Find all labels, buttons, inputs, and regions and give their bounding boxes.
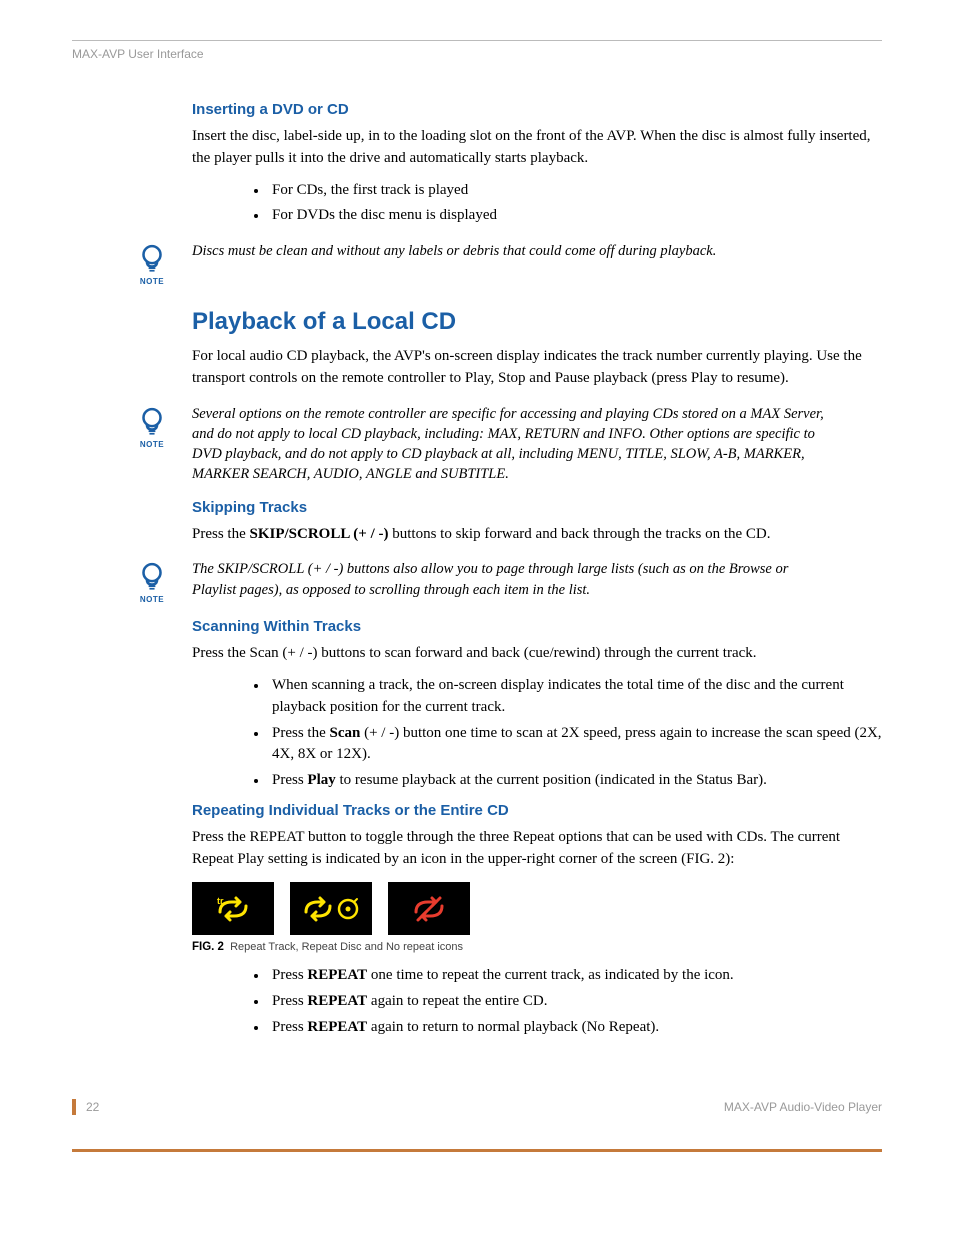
text-run: to resume playback at the current positi… [336, 772, 767, 788]
fig-text: Repeat Track, Repeat Disc and No repeat … [230, 941, 463, 953]
note-icon-wrap: NOTE [72, 559, 192, 604]
svg-text:tr: tr [217, 896, 224, 906]
top-rule [72, 40, 882, 41]
paragraph: Press the SKIP/SCROLL (+ / -) buttons to… [192, 524, 882, 546]
bullet-list: Press REPEAT one time to repeat the curr… [268, 965, 882, 1038]
heading-playback: Playback of a Local CD [192, 308, 882, 336]
footer-doc-title: MAX-AVP Audio-Video Player [724, 1100, 882, 1114]
heading-skipping: Skipping Tracks [192, 499, 882, 516]
text-run: Press the [272, 725, 330, 741]
note-text: Discs must be clean and without any labe… [192, 241, 882, 261]
list-item: Press REPEAT again to repeat the entire … [268, 991, 882, 1013]
list-item: Press Play to resume playback at the cur… [268, 770, 882, 792]
bold-run: REPEAT [307, 1019, 367, 1035]
bullet-list: When scanning a track, the on-screen dis… [268, 675, 882, 792]
no-repeat-icon [388, 882, 470, 935]
note-icon-wrap: NOTE [72, 241, 192, 286]
text-run: Press the [192, 526, 250, 542]
list-item: When scanning a track, the on-screen dis… [268, 675, 882, 719]
bold-run: REPEAT [307, 967, 367, 983]
section-scanning: Scanning Within Tracks Press the Scan (+… [192, 618, 882, 1038]
lightbulb-icon [135, 559, 169, 593]
heading-inserting: Inserting a DVD or CD [192, 101, 882, 118]
note-label: NOTE [140, 595, 164, 604]
note-block: NOTE The SKIP/SCROLL (+ / -) buttons als… [72, 559, 882, 604]
document-page: MAX-AVP User Interface Inserting a DVD o… [0, 0, 954, 1145]
bold-run: REPEAT [307, 993, 367, 1009]
section-playback: Playback of a Local CD For local audio C… [192, 308, 882, 390]
list-item: Press REPEAT again to return to normal p… [268, 1017, 882, 1039]
list-item: For DVDs the disc menu is displayed [268, 205, 882, 227]
note-block: NOTE Several options on the remote contr… [72, 404, 882, 485]
note-label: NOTE [140, 440, 164, 449]
section-skipping: Skipping Tracks Press the SKIP/SCROLL (+… [192, 499, 882, 546]
text-run: Press [272, 993, 307, 1009]
paragraph: Press the Scan (+ / -) buttons to scan f… [192, 643, 882, 665]
note-icon-wrap: NOTE [72, 404, 192, 449]
text-run: one time to repeat the current track, as… [367, 967, 734, 983]
repeat-disc-icon [290, 882, 372, 935]
text-run: buttons to skip forward and back through… [388, 526, 770, 542]
text-run: Press [272, 967, 307, 983]
repeat-track-icon: tr [192, 882, 274, 935]
figure-caption: FIG. 2 Repeat Track, Repeat Disc and No … [192, 941, 882, 953]
heading-repeating: Repeating Individual Tracks or the Entir… [192, 802, 882, 819]
paragraph: Insert the disc, label-side up, in to th… [192, 126, 882, 170]
bullet-list: For CDs, the first track is played For D… [268, 180, 882, 228]
paragraph: For local audio CD playback, the AVP's o… [192, 346, 882, 390]
bold-run: Play [307, 772, 335, 788]
list-item: For CDs, the first track is played [268, 180, 882, 202]
text-run: Press [272, 1019, 307, 1035]
note-block: NOTE Discs must be clean and without any… [72, 241, 882, 286]
text-run: (+ / -) button one time to scan at 2X sp… [272, 725, 882, 763]
note-text: The SKIP/SCROLL (+ / -) buttons also all… [192, 559, 882, 600]
bottom-rule [72, 1149, 882, 1152]
page-number: 22 [72, 1099, 99, 1115]
text-run: again to repeat the entire CD. [367, 993, 547, 1009]
fig-label: FIG. 2 [192, 941, 224, 953]
running-header: MAX-AVP User Interface [72, 47, 882, 61]
paragraph: Press the REPEAT button to toggle throug… [192, 827, 882, 871]
text-run: Press [272, 772, 307, 788]
bold-run: Scan [330, 725, 361, 741]
note-label: NOTE [140, 277, 164, 286]
list-item: Press REPEAT one time to repeat the curr… [268, 965, 882, 987]
section-inserting: Inserting a DVD or CD Insert the disc, l… [192, 101, 882, 227]
page-footer: 22 MAX-AVP Audio-Video Player [72, 1099, 882, 1115]
bold-run: SKIP/SCROLL (+ / -) [250, 526, 389, 542]
figure-row: tr [192, 882, 882, 935]
heading-scanning: Scanning Within Tracks [192, 618, 882, 635]
note-text: Several options on the remote controller… [192, 404, 882, 485]
text-run: again to return to normal playback (No R… [367, 1019, 659, 1035]
list-item: Press the Scan (+ / -) button one time t… [268, 723, 882, 767]
lightbulb-icon [135, 241, 169, 275]
lightbulb-icon [135, 404, 169, 438]
